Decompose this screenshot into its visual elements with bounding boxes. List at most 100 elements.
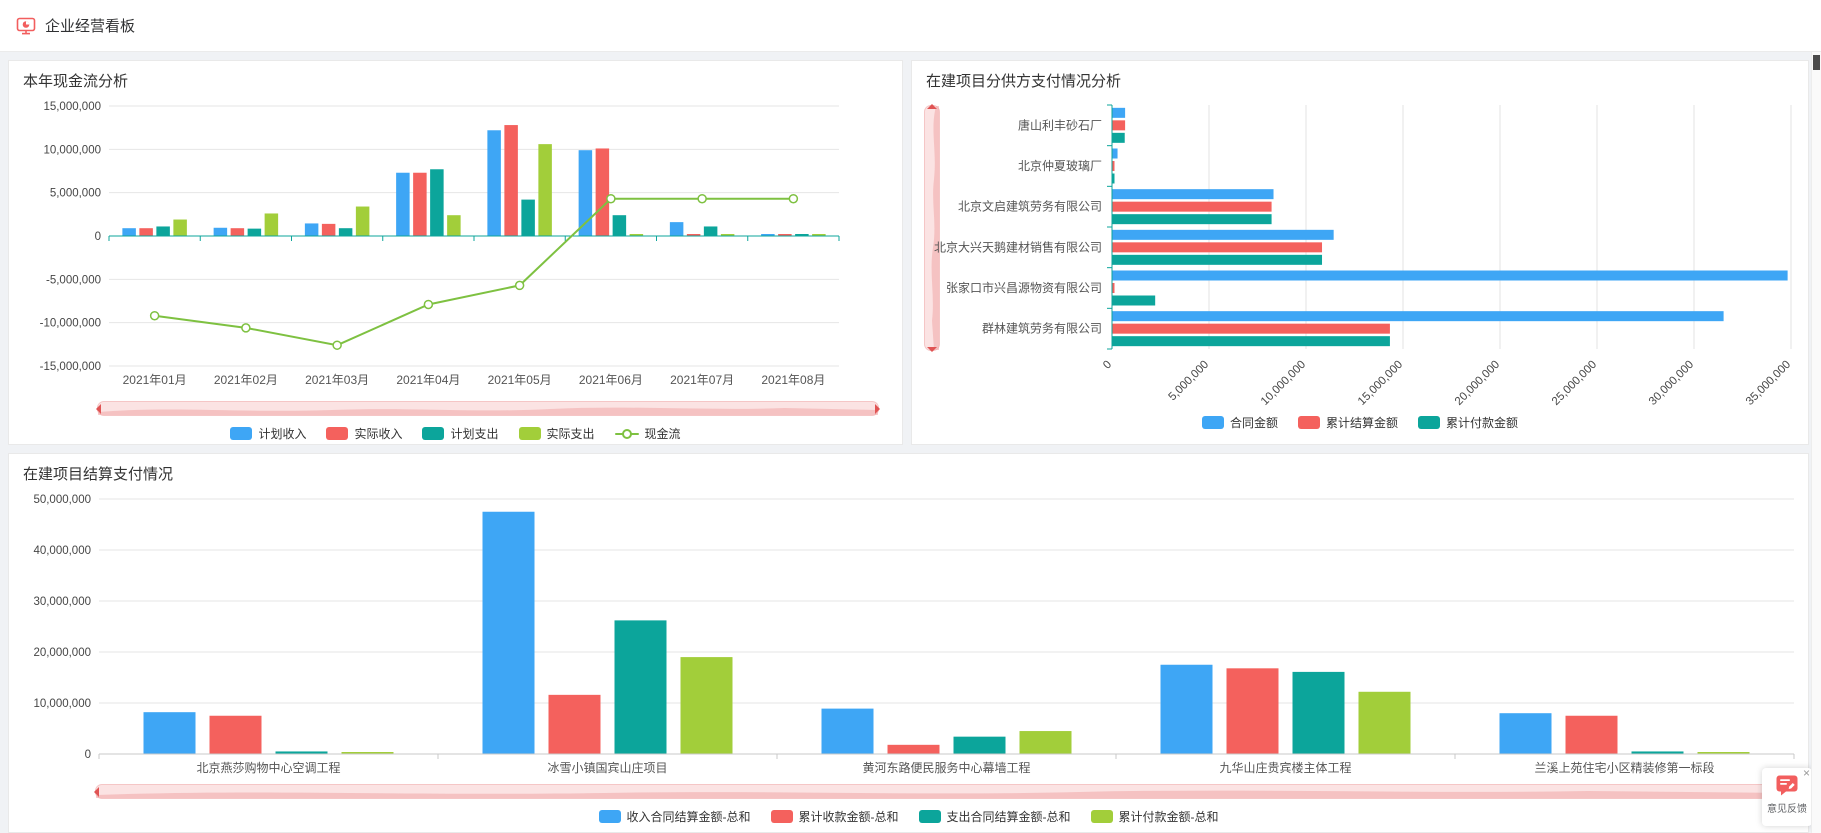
svg-text:九华山庄贵宾楼主体工程: 九华山庄贵宾楼主体工程 — [1219, 760, 1351, 775]
settlement-chart[interactable]: 0 10,000,000 20,000,000 30,000,000 40,000,00… — [13, 491, 1808, 777]
series-swatch-icon — [1418, 416, 1440, 429]
series-swatch-icon — [518, 427, 541, 440]
svg-text:2021年01月: 2021年01月 — [123, 373, 187, 387]
settlement-datazoom-slider[interactable] — [94, 784, 1793, 799]
supplier-payment-chart[interactable]: 0 5,000,000 10,000,000 15,000,000 20,000,000… — [934, 97, 1794, 427]
line-marker-icon — [614, 428, 639, 439]
series-swatch-icon — [230, 427, 253, 440]
svg-text:冰雪小镇国宾山庄项目: 冰雪小镇国宾山庄项目 — [547, 760, 667, 775]
legend-label: 计划支出 — [450, 427, 499, 441]
settlement-title: 在建项目结算支付情况 — [23, 466, 174, 483]
svg-text:40,000,000: 40,000,000 — [33, 545, 91, 557]
svg-text:-5,000,000: -5,000,000 — [46, 274, 101, 286]
legend-label: 累计收款金额-总和 — [798, 810, 899, 824]
cashflow-chart[interactable]: -15,000,000 -10,000,000 -5,000,000 0 5,000,0… — [13, 96, 902, 396]
svg-text:北京仲夏玻璃厂: 北京仲夏玻璃厂 — [1018, 159, 1102, 173]
svg-text:30,000,000: 30,000,000 — [33, 596, 91, 608]
legend-label: 收入合同结算金额-总和 — [626, 810, 751, 824]
settlement-legend-item[interactable]: 收入合同结算金额-总和 — [598, 808, 751, 825]
svg-text:张家口市兴昌源物资有限公司: 张家口市兴昌源物资有限公司 — [946, 280, 1102, 295]
svg-text:2021年03月: 2021年03月 — [305, 373, 369, 387]
series-swatch-icon — [1297, 416, 1320, 429]
svg-text:15,000,000: 15,000,000 — [43, 101, 101, 113]
svg-text:35,000,000: 35,000,000 — [1744, 359, 1793, 408]
svg-text:北京文启建筑劳务有限公司: 北京文启建筑劳务有限公司 — [958, 199, 1102, 214]
feedback-label: 意见反馈 — [1767, 804, 1807, 815]
svg-text:10,000,000: 10,000,000 — [43, 144, 101, 156]
cashflow-legend-item[interactable]: 现金流 — [614, 425, 681, 442]
settlement-legend-item[interactable]: 支出合同结算金额-总和 — [918, 808, 1071, 825]
supplier-payment-title: 在建项目分供方支付情况分析 — [926, 73, 1122, 90]
svg-text:50,000,000: 50,000,000 — [33, 494, 91, 506]
feedback-icon — [1776, 775, 1798, 796]
supplier-legend-item[interactable]: 累计付款金额 — [1418, 414, 1518, 431]
datazoom-top-handle-icon[interactable] — [927, 104, 937, 109]
feedback-close-button[interactable]: × — [1802, 766, 1810, 780]
cashflow-title: 本年现金流分析 — [23, 73, 129, 90]
svg-text:2021年06月: 2021年06月 — [579, 373, 643, 387]
svg-text:20,000,000: 20,000,000 — [33, 647, 91, 659]
series-swatch-icon — [1090, 810, 1113, 823]
legend-label: 现金流 — [644, 427, 681, 441]
supplier-legend-item[interactable]: 合同金额 — [1201, 414, 1278, 431]
legend-label: 合同金额 — [1229, 416, 1278, 430]
svg-text:兰溪上苑住宅小区精装修第一标段: 兰溪上苑住宅小区精装修第一标段 — [1534, 760, 1714, 775]
cashflow-legend-item[interactable]: 计划支出 — [422, 425, 499, 442]
supplier-legend-item[interactable]: 累计结算金额 — [1297, 414, 1398, 431]
legend-label: 计划收入 — [258, 427, 307, 441]
svg-text:黄河东路便民服务中心幕墙工程: 黄河东路便民服务中心幕墙工程 — [862, 760, 1030, 775]
cashflow-legend: 计划收入 实际收入 计划支出 实际支出 现金流 — [9, 425, 902, 442]
datazoom-bottom-handle-icon[interactable] — [927, 347, 937, 352]
svg-text:30,000,000: 30,000,000 — [1647, 359, 1696, 408]
legend-label: 实际支出 — [546, 427, 595, 441]
settlement-legend-item[interactable]: 累计收款金额-总和 — [770, 808, 899, 825]
svg-text:群林建筑劳务有限公司: 群林建筑劳务有限公司 — [982, 321, 1102, 336]
legend-label: 实际收入 — [354, 427, 403, 441]
datazoom-left-handle-icon[interactable] — [96, 403, 101, 414]
svg-text:15,000,000: 15,000,000 — [1356, 359, 1405, 408]
svg-text:20,000,000: 20,000,000 — [1453, 359, 1502, 408]
svg-text:2021年07月: 2021年07月 — [670, 373, 734, 387]
series-swatch-icon — [326, 427, 349, 440]
svg-text:25,000,000: 25,000,000 — [1550, 359, 1599, 408]
series-swatch-icon — [918, 810, 941, 823]
datazoom-right-handle-icon[interactable] — [875, 403, 880, 414]
legend-label: 累计付款金额 — [1446, 416, 1519, 430]
svg-text:-15,000,000: -15,000,000 — [40, 361, 101, 373]
page-scrollbar-thumb[interactable] — [1813, 55, 1820, 70]
supplier-payment-legend: 合同金额 累计结算金额 累计付款金额 — [912, 414, 1808, 431]
svg-text:5,000,000: 5,000,000 — [1166, 359, 1211, 404]
supplier-datazoom-slider[interactable] — [924, 104, 940, 352]
legend-label: 累计付款金额-总和 — [1118, 810, 1219, 824]
cashflow-legend-item[interactable]: 实际支出 — [518, 425, 595, 442]
datazoom-left-handle-icon[interactable] — [94, 786, 99, 797]
settlement-legend-item[interactable]: 累计付款金额-总和 — [1090, 808, 1219, 825]
svg-text:0: 0 — [1101, 359, 1114, 372]
svg-text:唐山利丰砂石厂: 唐山利丰砂石厂 — [1018, 117, 1102, 132]
settlement-panel: 在建项目结算支付情况 0 10,000,000 20,000,000 30,000,0… — [8, 453, 1809, 833]
svg-text:-10,000,000: -10,000,000 — [40, 318, 101, 330]
dashboard-icon — [16, 16, 36, 36]
legend-label: 支出合同结算金额-总和 — [946, 810, 1071, 824]
svg-text:2021年02月: 2021年02月 — [214, 373, 278, 387]
svg-text:10,000,000: 10,000,000 — [1259, 359, 1308, 408]
page-scrollbar[interactable] — [1811, 52, 1821, 833]
svg-text:5,000,000: 5,000,000 — [50, 188, 101, 200]
cashflow-legend-item[interactable]: 实际收入 — [326, 425, 402, 442]
series-swatch-icon — [770, 810, 793, 823]
legend-label: 累计结算金额 — [1325, 416, 1398, 430]
svg-text:0: 0 — [95, 231, 101, 243]
series-swatch-icon — [598, 810, 621, 823]
svg-text:10,000,000: 10,000,000 — [33, 698, 91, 710]
feedback-widget[interactable]: × 意见反馈 — [1762, 766, 1812, 826]
cashflow-datazoom-slider[interactable] — [96, 401, 880, 416]
page-title: 企业经营看板 — [45, 18, 136, 35]
svg-text:2021年05月: 2021年05月 — [488, 373, 552, 387]
svg-text:北京燕莎购物中心空调工程: 北京燕莎购物中心空调工程 — [196, 760, 340, 775]
svg-text:0: 0 — [85, 749, 91, 761]
app-header: 企业经营看板 — [0, 0, 1821, 52]
settlement-legend: 收入合同结算金额-总和 累计收款金额-总和 支出合同结算金额-总和 累计付款金额-总和 — [9, 808, 1808, 825]
cashflow-legend-item[interactable]: 计划收入 — [230, 425, 306, 442]
svg-text:北京大兴天鹅建材销售有限公司: 北京大兴天鹅建材销售有限公司 — [934, 239, 1102, 254]
series-swatch-icon — [1201, 416, 1224, 429]
